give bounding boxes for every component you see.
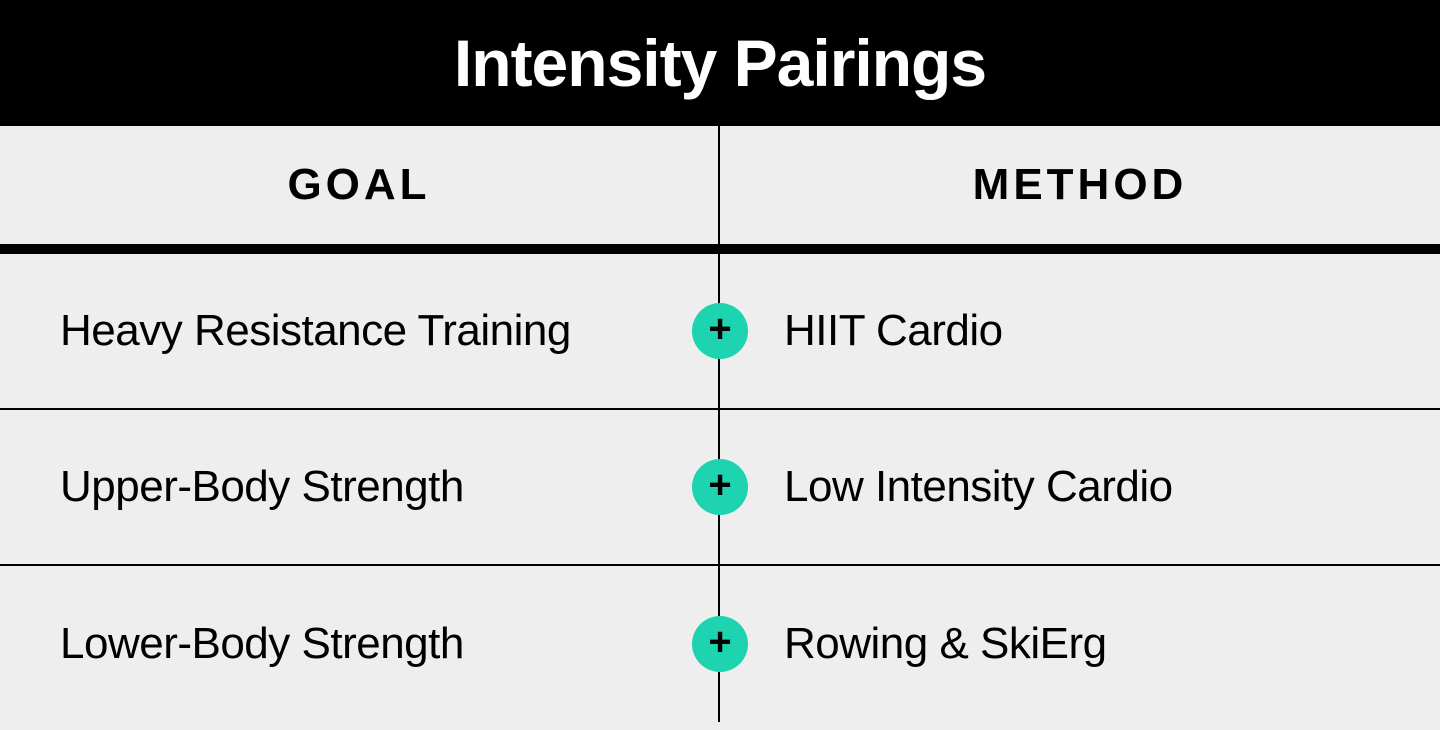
table-body: Heavy Resistance Training HIIT Cardio + … xyxy=(0,254,1440,722)
method-cell: Rowing & SkiErg xyxy=(720,566,1440,722)
goal-cell: Heavy Resistance Training xyxy=(0,254,720,408)
plus-symbol: + xyxy=(708,622,731,662)
method-text: Rowing & SkiErg xyxy=(784,619,1107,669)
goal-text: Heavy Resistance Training xyxy=(60,306,571,356)
column-header-goal: GOAL xyxy=(0,126,720,244)
method-cell: Low Intensity Cardio xyxy=(720,410,1440,564)
table-row: Lower-Body Strength Rowing & SkiErg + xyxy=(0,566,1440,722)
column-header-row: GOAL METHOD xyxy=(0,126,1440,254)
column-header-method: METHOD xyxy=(720,126,1440,244)
plus-icon: + xyxy=(692,616,748,672)
title-bar: Intensity Pairings xyxy=(0,0,1440,126)
table-row: Heavy Resistance Training HIIT Cardio + xyxy=(0,254,1440,410)
column-header-goal-label: GOAL xyxy=(287,160,430,210)
page-title: Intensity Pairings xyxy=(454,25,986,101)
method-cell: HIIT Cardio xyxy=(720,254,1440,408)
plus-symbol: + xyxy=(708,309,731,349)
method-text: Low Intensity Cardio xyxy=(784,462,1173,512)
method-text: HIIT Cardio xyxy=(784,306,1003,356)
goal-cell: Lower-Body Strength xyxy=(0,566,720,722)
table-row: Upper-Body Strength Low Intensity Cardio… xyxy=(0,410,1440,566)
goal-text: Lower-Body Strength xyxy=(60,619,464,669)
goal-text: Upper-Body Strength xyxy=(60,462,464,512)
plus-symbol: + xyxy=(708,465,731,505)
plus-icon: + xyxy=(692,303,748,359)
plus-icon: + xyxy=(692,459,748,515)
column-header-method-label: METHOD xyxy=(973,160,1188,210)
goal-cell: Upper-Body Strength xyxy=(0,410,720,564)
